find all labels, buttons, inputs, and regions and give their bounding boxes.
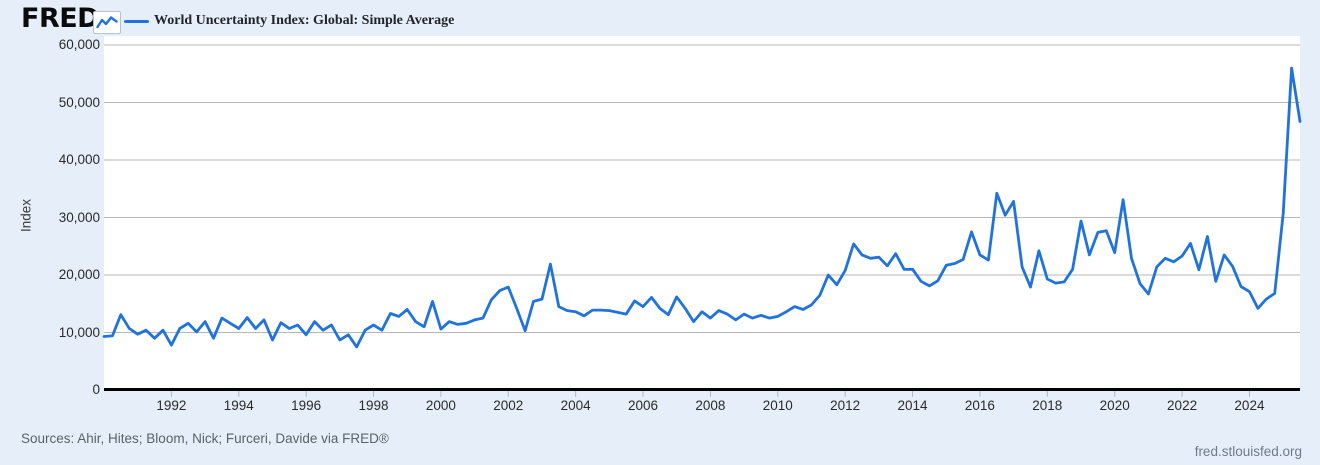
x-tick-label: 2024 bbox=[1234, 398, 1265, 413]
y-tick-label: 50,000 bbox=[58, 94, 100, 110]
fred-chart-icon bbox=[93, 11, 121, 34]
x-tick-label: 2012 bbox=[830, 398, 861, 413]
x-tick-label: 2022 bbox=[1167, 398, 1198, 413]
y-tick-label: 10,000 bbox=[58, 324, 100, 340]
x-tick-label: 1996 bbox=[291, 398, 322, 413]
x-tick-label: 2016 bbox=[964, 398, 995, 413]
x-tick-label: 2006 bbox=[628, 398, 659, 413]
sources-note: Sources: Ahir, Hites; Bloom, Nick; Furce… bbox=[21, 431, 389, 446]
y-tick-label: 20,000 bbox=[58, 267, 100, 282]
x-tick-label: 1994 bbox=[223, 398, 254, 413]
x-tick-label: 2018 bbox=[1032, 398, 1063, 413]
x-tick-label: 1992 bbox=[156, 398, 187, 413]
x-tick-label: 2020 bbox=[1099, 398, 1130, 413]
sparkline-icon bbox=[96, 16, 118, 29]
fred-logo-text: FRED bbox=[21, 3, 100, 34]
x-tick-label: 2000 bbox=[425, 398, 456, 413]
y-tick-label: 0 bbox=[92, 382, 100, 397]
x-tick-label: 1998 bbox=[358, 398, 389, 413]
x-axis-line bbox=[104, 388, 1300, 391]
y-tick-label: 40,000 bbox=[58, 152, 100, 167]
x-tick-label: 2010 bbox=[762, 398, 793, 413]
legend-line-swatch bbox=[124, 20, 149, 23]
x-tick-label: 2008 bbox=[695, 398, 726, 413]
series-line bbox=[102, 66, 1302, 349]
y-tick-label: 60,000 bbox=[58, 37, 100, 52]
x-tick-label: 2004 bbox=[560, 398, 591, 413]
y-tick-label: 30,000 bbox=[58, 209, 100, 225]
legend-series-label: World Uncertainty Index: Global: Simple … bbox=[154, 13, 455, 28]
fred-site-link: fred.stlouisfed.org bbox=[1194, 444, 1302, 459]
x-tick-label: 2014 bbox=[897, 398, 928, 413]
x-tick-label: 2002 bbox=[493, 398, 524, 413]
